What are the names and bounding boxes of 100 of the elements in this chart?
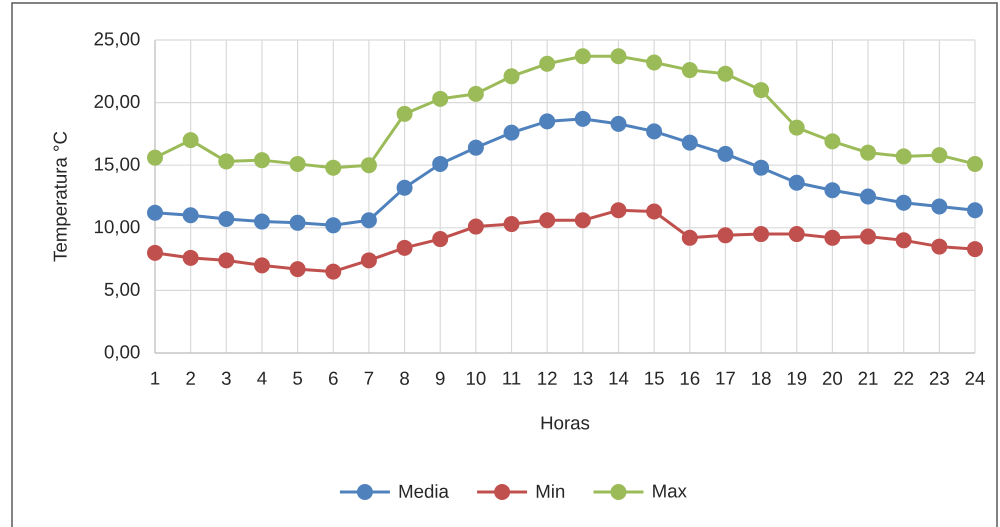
point (432, 231, 448, 248)
legend-label: Max (653, 484, 687, 498)
x-tick-label: 19 (788, 372, 806, 385)
point (824, 133, 840, 150)
point (504, 216, 520, 232)
y-tick-label: 0,00 (104, 345, 140, 361)
x-tick-label: 13 (574, 372, 592, 385)
x-tick-label: 20 (822, 372, 842, 385)
point (753, 160, 770, 176)
point (682, 230, 698, 246)
x-tick-label: 16 (680, 372, 700, 385)
point (931, 198, 948, 215)
x-tick-label: 2 (186, 372, 195, 385)
x-tick-label: 14 (610, 372, 628, 385)
x-tick-label: 10 (466, 372, 486, 385)
point (396, 106, 413, 122)
point (147, 204, 164, 221)
point (182, 132, 199, 148)
point (717, 146, 734, 162)
point (646, 204, 662, 220)
point (610, 116, 626, 132)
point (182, 250, 199, 266)
point (682, 134, 698, 151)
point (860, 188, 876, 204)
point (610, 48, 626, 64)
point (788, 120, 805, 136)
point (539, 113, 556, 130)
x-tick-label: 24 (966, 372, 985, 385)
point (931, 147, 948, 164)
x-tick-label: 18 (752, 372, 771, 385)
point (788, 226, 805, 242)
y-tick-label: 5,00 (104, 282, 140, 298)
point (147, 150, 164, 166)
point (290, 214, 306, 231)
point (824, 230, 840, 246)
point (682, 62, 698, 78)
x-tick-label: 12 (538, 372, 557, 385)
point (860, 228, 876, 245)
x-axis-title: Horas (542, 416, 590, 430)
point (468, 218, 484, 235)
point (218, 153, 234, 170)
x-tick-label: 3 (222, 372, 231, 385)
x-tick-label: 21 (858, 372, 878, 385)
x-tick-label: 17 (716, 372, 735, 385)
x-tick-label: 23 (930, 372, 949, 385)
legend-label: Media (400, 484, 449, 498)
point (753, 82, 770, 98)
point (325, 160, 342, 176)
point (396, 180, 413, 196)
point (788, 174, 805, 191)
point (254, 257, 270, 274)
point (967, 241, 983, 258)
point (646, 123, 662, 140)
point (539, 212, 556, 228)
point (290, 261, 306, 278)
point (717, 227, 734, 244)
point (325, 217, 342, 234)
y-axis-title: Temperatura °C (54, 132, 70, 262)
point (896, 194, 912, 211)
x-tick-label: 8 (400, 372, 409, 385)
point (254, 214, 270, 230)
point (504, 68, 520, 84)
point (967, 202, 983, 218)
point (432, 156, 448, 172)
x-tick-label: 22 (894, 372, 914, 385)
point (360, 157, 377, 174)
point (753, 226, 770, 242)
point (360, 212, 377, 228)
point (290, 156, 306, 172)
y-tick-label: 25,00 (94, 32, 140, 48)
point (396, 240, 413, 256)
y-tick-label: 10,00 (95, 220, 140, 236)
y-tick-label: 20,00 (94, 94, 140, 110)
point (218, 252, 234, 268)
x-tick-label: 9 (436, 372, 445, 385)
point (254, 152, 270, 168)
point (967, 156, 983, 172)
point (860, 144, 876, 161)
point (931, 238, 948, 255)
point (432, 90, 448, 107)
point (325, 264, 342, 280)
x-tick-label: 15 (645, 372, 664, 385)
x-tick-label: 5 (293, 372, 302, 385)
y-tick-label: 15,00 (95, 157, 140, 173)
point (468, 86, 484, 102)
legend-label: Min (536, 484, 564, 498)
x-tick-label: 4 (257, 372, 267, 385)
point (896, 148, 912, 164)
point (896, 232, 912, 248)
point (824, 182, 840, 198)
x-tick-label: 11 (503, 372, 520, 385)
x-tick-label: 1 (151, 372, 160, 385)
point (574, 110, 591, 127)
point (218, 211, 234, 228)
point (646, 54, 662, 71)
x-tick-label: 6 (329, 372, 338, 385)
point (574, 48, 591, 64)
point (504, 124, 520, 141)
x-tick-label: 7 (364, 372, 374, 385)
point (717, 66, 734, 82)
